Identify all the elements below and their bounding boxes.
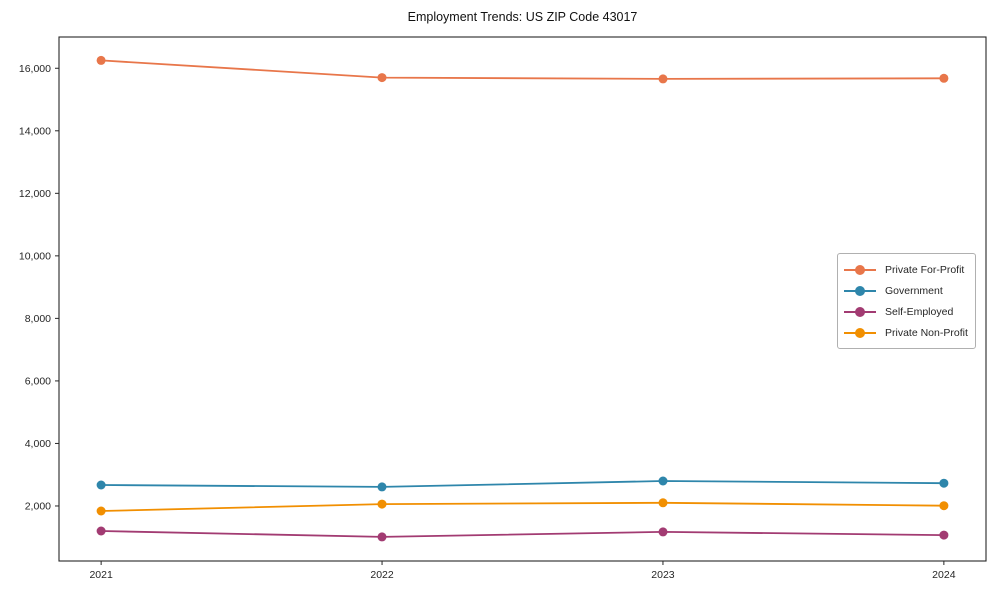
data-point-government-2024 bbox=[939, 478, 949, 488]
plot-frame bbox=[58, 36, 987, 562]
data-point-private-for-profit-2022 bbox=[377, 73, 387, 83]
data-point-self-employed-2024 bbox=[939, 530, 949, 540]
data-point-self-employed-2023 bbox=[658, 527, 668, 537]
legend-item-government: Government bbox=[844, 282, 969, 299]
data-point-government-2023 bbox=[658, 476, 668, 486]
data-point-private-non-profit-2021 bbox=[96, 506, 106, 516]
legend-line-dot-marker bbox=[844, 264, 876, 275]
x-tick-label: 2024 bbox=[932, 569, 956, 581]
legend-label: Private Non-Profit bbox=[885, 326, 968, 339]
x-tick-label: 2021 bbox=[89, 569, 113, 581]
series-line-private-for-profit bbox=[100, 59, 945, 80]
legend-label: Government bbox=[885, 284, 943, 297]
y-tick-label: 12,000 bbox=[19, 188, 51, 200]
data-point-self-employed-2021 bbox=[96, 526, 106, 536]
legend-item-self-employed: Self-Employed bbox=[844, 303, 969, 320]
y-tick-label: 10,000 bbox=[19, 251, 51, 263]
series-line-private-non-profit bbox=[100, 501, 945, 512]
legend-line-dot-marker bbox=[844, 285, 876, 296]
y-tick-label: 4,000 bbox=[25, 438, 51, 450]
y-tick-label: 6,000 bbox=[25, 376, 51, 388]
series-line-self-employed bbox=[100, 530, 945, 538]
y-tick-label: 8,000 bbox=[25, 313, 51, 325]
data-point-government-2022 bbox=[377, 482, 387, 492]
legend-item-private-for-profit: Private For-Profit bbox=[844, 261, 969, 278]
data-point-private-non-profit-2024 bbox=[939, 501, 949, 511]
data-point-private-non-profit-2023 bbox=[658, 498, 668, 508]
legend-label: Private For-Profit bbox=[885, 263, 965, 276]
legend-line-dot-marker bbox=[844, 327, 876, 338]
series-line-government bbox=[100, 480, 945, 488]
x-tick-label: 2023 bbox=[651, 569, 675, 581]
chart-title: Employment Trends: US ZIP Code 43017 bbox=[407, 10, 638, 24]
data-point-private-for-profit-2024 bbox=[939, 73, 949, 83]
y-tick-label: 16,000 bbox=[19, 63, 51, 75]
data-point-private-non-profit-2022 bbox=[377, 499, 387, 509]
legend-line-dot-marker bbox=[844, 306, 876, 317]
data-point-self-employed-2022 bbox=[377, 532, 387, 542]
x-tick-label: 2022 bbox=[370, 569, 394, 581]
legend-label: Self-Employed bbox=[885, 305, 954, 318]
y-tick-label: 2,000 bbox=[25, 501, 51, 513]
data-point-private-for-profit-2021 bbox=[96, 55, 106, 65]
y-tick-label: 14,000 bbox=[19, 125, 51, 137]
data-point-government-2021 bbox=[96, 480, 106, 490]
legend-item-private-non-profit: Private Non-Profit bbox=[844, 324, 969, 341]
legend: Private For-Profit Government Self-Employe… bbox=[837, 253, 976, 349]
data-point-private-for-profit-2023 bbox=[658, 74, 668, 84]
